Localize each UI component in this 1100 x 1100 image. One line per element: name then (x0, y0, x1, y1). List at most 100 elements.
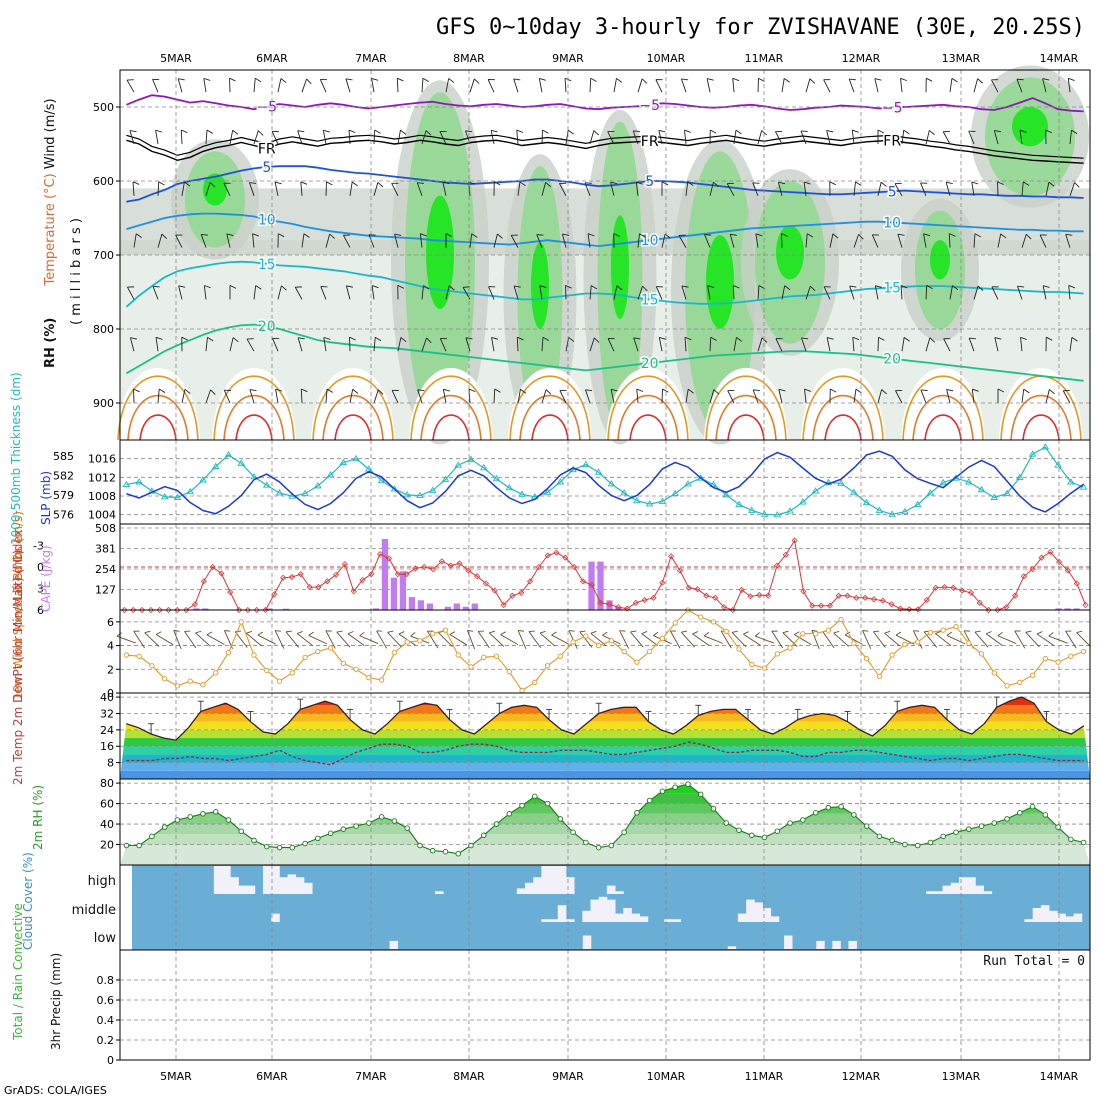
temp-contour-label: 5 (262, 160, 271, 176)
top-date-label: 14MAR (1040, 52, 1079, 65)
wind-barb-flag (497, 233, 503, 239)
wind10-barb-staff (923, 631, 938, 648)
rh-point (1068, 836, 1074, 843)
rh-point (340, 826, 347, 832)
wind-barb-flag (949, 233, 956, 237)
chart-title: GFS 0~10day 3-hourly for ZVISHAVANE (30E… (436, 15, 1085, 40)
temp-30-dome-9 (1010, 394, 1072, 441)
wind-barb-staff (348, 130, 351, 145)
wind-barb-flag (829, 181, 837, 186)
temp-contour-label: 20 (258, 319, 276, 335)
wind-speed-point (481, 654, 487, 661)
wind-barb (709, 129, 717, 145)
wind-barb (823, 286, 831, 300)
wind10-barb-flag (771, 630, 778, 632)
rh-point (940, 833, 946, 840)
wind-barb (997, 388, 1005, 403)
rh-point (200, 811, 206, 817)
wind-barb (900, 285, 908, 300)
cloud-middle-cell (1024, 919, 1034, 922)
rh-ylabel: 2m RH (%) (31, 785, 45, 850)
wind-barb (1020, 336, 1027, 352)
li-point (147, 606, 154, 614)
wind-speed-point (493, 653, 500, 659)
thickness-point (709, 480, 718, 488)
wind-barb (319, 78, 328, 93)
rh-point (225, 817, 232, 823)
wind-barb-staff (853, 234, 859, 248)
wind-barb-flag (417, 182, 424, 184)
wind-barb-staff (421, 337, 427, 352)
wind10-barb-flag (376, 630, 383, 632)
rh-point (583, 839, 589, 846)
li-point (870, 596, 878, 603)
wind-barb (538, 78, 546, 93)
wind-speed-point (557, 653, 563, 659)
wind-barb (421, 285, 430, 300)
wind10-barb (376, 630, 388, 649)
wind-barb-flag (736, 337, 743, 342)
li-point (138, 606, 146, 614)
upper-ylabel-temperature: Temperature (°C) (43, 173, 58, 286)
wind-barb-staff (637, 286, 643, 300)
wind10-barb (985, 631, 1003, 646)
thickness-point (620, 489, 628, 496)
slp-line (126, 450, 1085, 515)
rh-ytick-20: 20 (100, 839, 114, 852)
top-date-label: 8MAR (453, 52, 485, 65)
wind-barb-staff (397, 337, 402, 352)
wind-barb-flag (397, 284, 405, 289)
wind-barb-staff (297, 130, 303, 145)
wind-barb (775, 338, 783, 352)
wind-barb (229, 77, 236, 93)
cloud-middle-cell (746, 899, 755, 922)
li-point (1073, 580, 1080, 587)
wind-barb-flag (249, 389, 257, 392)
wind-barb (727, 390, 735, 404)
thickness-point (773, 511, 782, 518)
upper-ytick-900: 900 (93, 397, 114, 410)
cloud-middle-cell (1032, 908, 1042, 922)
wind-barb (920, 182, 928, 196)
wind-barb-flag (1022, 181, 1030, 186)
wind10-barb (234, 630, 248, 648)
wind-barb (396, 77, 404, 93)
wind-barb (271, 130, 279, 145)
wind-barb-flag (346, 285, 354, 288)
wind-speed-point (162, 676, 168, 682)
wind-barb-flag (281, 285, 287, 291)
wind-barb-flag (326, 388, 333, 393)
wind-barb-flag (542, 336, 549, 342)
wind-barb-flag (422, 77, 429, 83)
wind-barb (272, 337, 280, 352)
thickness-point (913, 500, 922, 508)
li-point (765, 592, 772, 599)
wind-speed-point (863, 655, 870, 662)
wind10-barb-flag (410, 632, 416, 637)
wind-barb (852, 336, 860, 352)
wind-barb-flag (274, 181, 282, 185)
wind-barb-flag (656, 286, 664, 288)
wind-barb (126, 79, 135, 93)
wind10-barb-flag (206, 631, 213, 636)
wind-speed-point (327, 645, 334, 651)
wind-barb-flag (952, 285, 959, 290)
wind-barb (991, 79, 999, 93)
wind-barb (246, 338, 255, 352)
wind-speed-point (902, 641, 908, 648)
temp-35-dome-6 (727, 414, 765, 441)
wind-barb-staff (897, 234, 903, 248)
wind-speed-point (315, 648, 321, 655)
bottom-date-label: 10MAR (647, 1070, 686, 1083)
wind-barb-staff (849, 285, 855, 300)
wind-barb-staff (991, 79, 999, 93)
wind-barb-flag (977, 78, 983, 84)
wind-barb-flag (391, 182, 399, 184)
li-point (685, 584, 692, 591)
wind-speed-point (123, 652, 130, 658)
wind-barb-staff (757, 285, 760, 300)
wind-barb-staff (781, 78, 785, 93)
rh-point (710, 805, 717, 812)
wind10-barb-staff (517, 630, 527, 650)
bottom-date-label: 6MAR (256, 1070, 288, 1083)
